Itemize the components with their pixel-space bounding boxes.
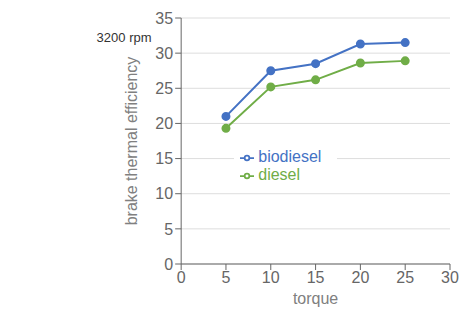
svg-text:10: 10: [262, 269, 280, 286]
html-text:3200 rpm: 3200 rpm: [96, 30, 152, 46]
html-text:diesel: diesel: [258, 165, 300, 183]
svg-text:15: 15: [155, 150, 173, 167]
svg-text:20: 20: [155, 115, 173, 132]
svg-text:torque: torque: [293, 290, 338, 307]
svg-text:25: 25: [396, 269, 414, 286]
html-text:biodiesel: biodiesel: [258, 147, 322, 165]
svg-text:5: 5: [222, 269, 231, 286]
svg-text:5: 5: [164, 221, 173, 238]
svg-text:0: 0: [177, 269, 186, 286]
svg-text:15: 15: [307, 269, 325, 286]
svg-text:20: 20: [351, 269, 369, 286]
svg-text:30: 30: [441, 269, 459, 286]
svg-text:35: 35: [155, 10, 173, 27]
svg-text:30: 30: [155, 45, 173, 62]
svg-text:0: 0: [164, 256, 173, 273]
svg-text:brake thermal efficiency: brake thermal efficiency: [123, 57, 140, 226]
svg-text:25: 25: [155, 80, 173, 97]
svg-text:10: 10: [155, 185, 173, 202]
